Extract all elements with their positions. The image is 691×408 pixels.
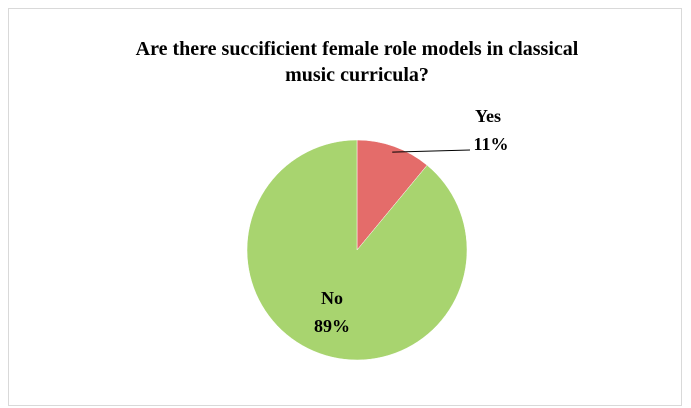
slice-label-yes-name: Yes xyxy=(475,106,501,126)
slice-yes-leader-line xyxy=(392,149,471,153)
pie-slice-no xyxy=(246,139,468,361)
slice-label-no-percent: 89% xyxy=(314,316,350,336)
pie-slices xyxy=(246,139,468,361)
slice-label-no-name: No xyxy=(321,288,343,308)
chart-title-line-2: music curricula? xyxy=(285,64,429,86)
pie-slice-yes xyxy=(356,139,428,251)
slice-label-yes-percent: 11% xyxy=(473,134,508,154)
chart-title-line-1: Are there succificient female role model… xyxy=(136,38,579,60)
